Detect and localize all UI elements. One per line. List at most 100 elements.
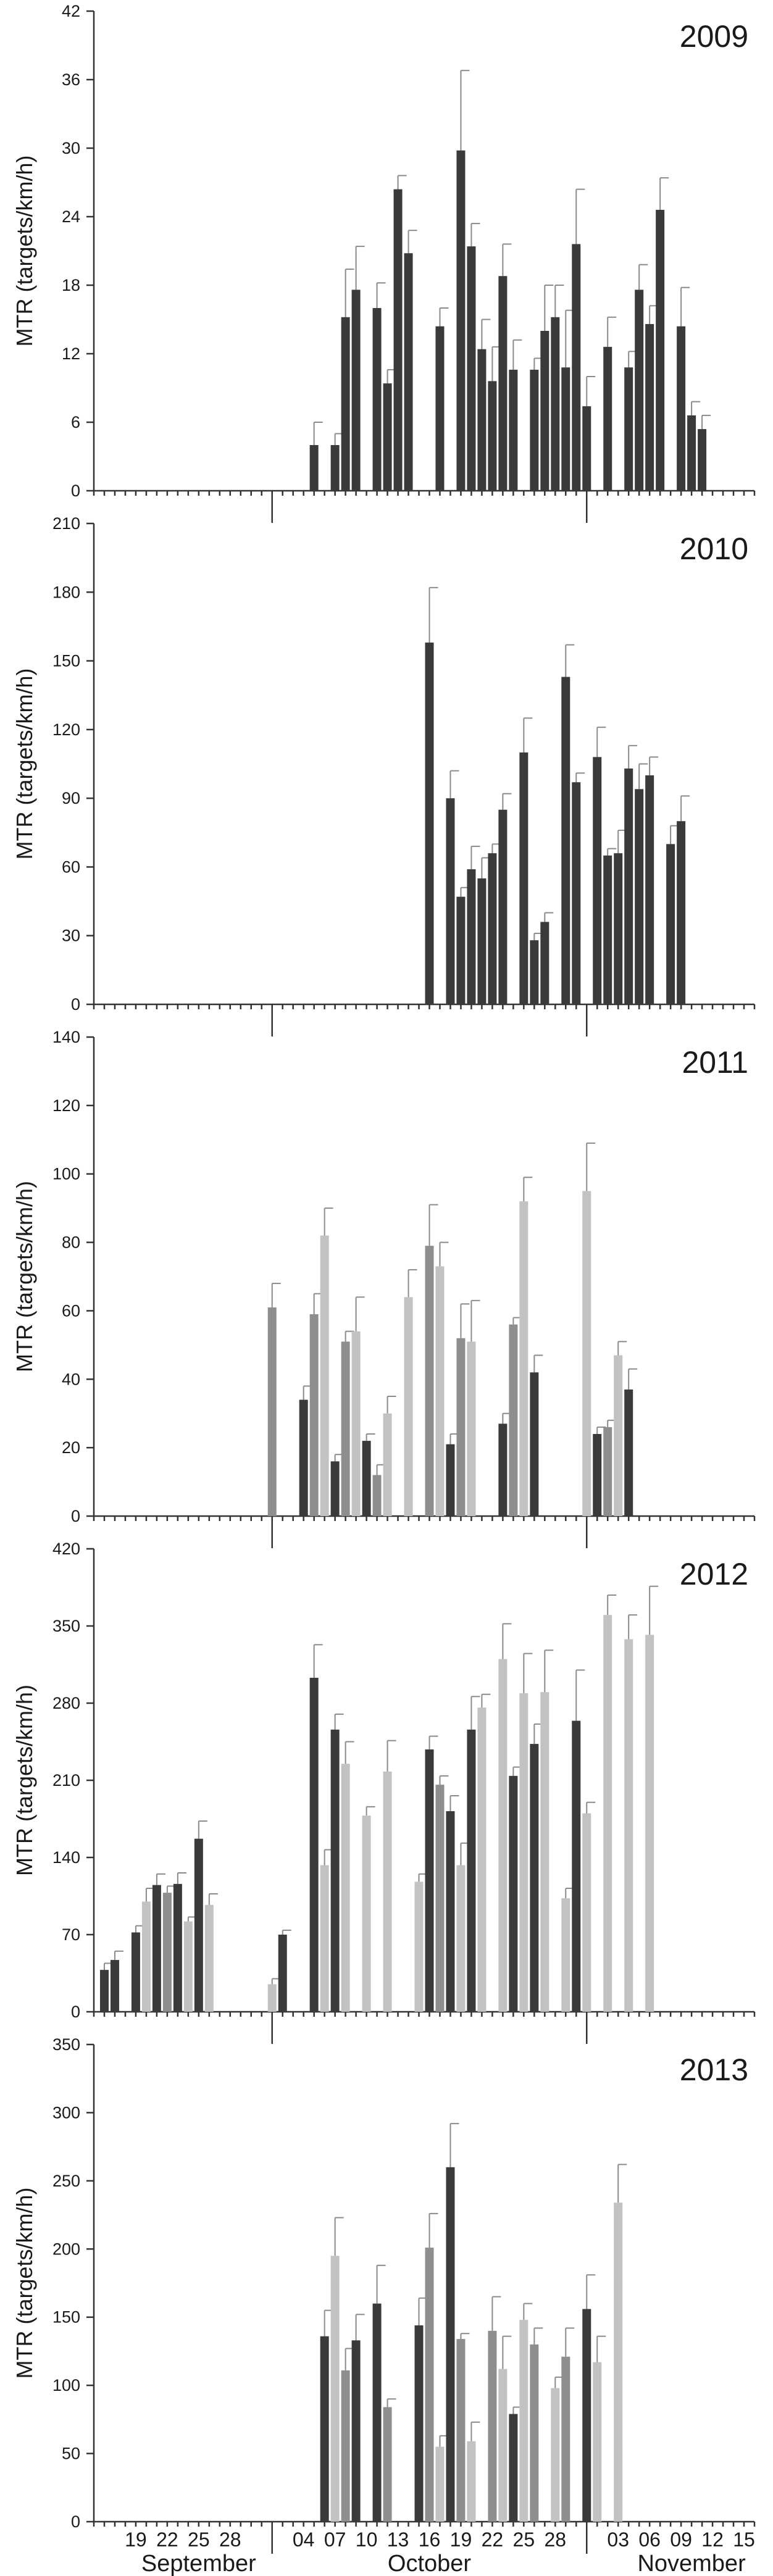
y-tick-label: 20 (62, 1438, 80, 1457)
y-tick-label: 350 (52, 2035, 80, 2054)
y-tick-label: 140 (52, 1848, 80, 1867)
y-tick-label: 140 (52, 1028, 80, 1046)
bar (624, 367, 633, 491)
y-tick-label: 180 (52, 583, 80, 601)
bar (540, 922, 549, 1004)
bar (446, 798, 455, 1004)
bar (404, 1297, 413, 1516)
bar (110, 1960, 119, 2012)
y-axis-title: MTR (targets/km/h) (12, 2187, 37, 2378)
year-label: 2012 (680, 1557, 748, 1591)
bar (645, 323, 654, 491)
x-tick-label: 19 (450, 2528, 472, 2551)
y-axis-title: MTR (targets/km/h) (12, 1685, 37, 1876)
bar (603, 346, 612, 491)
bar (498, 276, 508, 491)
bar (152, 1885, 161, 2012)
bar (309, 1677, 319, 2012)
bar (131, 1932, 140, 2012)
x-tick-label: 07 (324, 2528, 346, 2551)
bar (488, 853, 497, 1004)
y-tick-label: 210 (52, 514, 80, 533)
bar (498, 1423, 508, 1516)
bar (593, 757, 602, 1004)
year-label: 2010 (680, 531, 748, 566)
bar (572, 782, 581, 1004)
y-tick-label: 0 (71, 481, 80, 500)
bar (456, 1338, 466, 1516)
y-tick-label: 420 (52, 1540, 80, 1558)
bar (204, 1904, 214, 2012)
bar (677, 821, 686, 1004)
bar (603, 855, 612, 1004)
bar (372, 308, 382, 491)
bar (530, 2344, 539, 2522)
x-tick-label: 22 (482, 2528, 504, 2551)
bar (467, 869, 476, 1004)
bar (666, 844, 675, 1004)
y-tick-label: 0 (71, 2512, 80, 2531)
bar (183, 1921, 193, 2012)
y-tick-label: 90 (62, 789, 80, 807)
bar (477, 878, 487, 1004)
bar (267, 1307, 277, 1516)
bar (372, 2303, 382, 2522)
bar (614, 1355, 623, 1516)
y-tick-label: 0 (71, 1507, 80, 1525)
bar (624, 1639, 633, 2012)
bar (509, 2414, 518, 2522)
bar (635, 789, 644, 1004)
bar (456, 150, 466, 491)
bar (530, 940, 539, 1004)
month-label: November (637, 2551, 746, 2576)
bar (509, 1324, 518, 1516)
bar (698, 429, 707, 491)
x-tick-label: 06 (638, 2528, 661, 2551)
y-tick-label: 300 (52, 2103, 80, 2122)
y-tick-label: 100 (52, 1165, 80, 1183)
bar (446, 2167, 455, 2522)
x-tick-label: 12 (701, 2528, 724, 2551)
bar (467, 2441, 476, 2522)
bar (173, 1883, 182, 2012)
x-tick-label: 28 (219, 2528, 241, 2551)
y-tick-label: 50 (62, 2445, 80, 2463)
y-axis-title: MTR (targets/km/h) (12, 1181, 37, 1372)
month-label: September (141, 2551, 256, 2576)
bar (320, 1235, 329, 1516)
bar (540, 1692, 549, 2012)
x-tick-label: 16 (419, 2528, 441, 2551)
bar (677, 326, 686, 491)
y-tick-label: 120 (52, 1096, 80, 1115)
y-axis-title: MTR (targets/km/h) (12, 668, 37, 859)
month-label: October (388, 2551, 472, 2576)
y-tick-label: 150 (52, 2308, 80, 2327)
x-tick-label: 25 (513, 2528, 535, 2551)
y-axis-title: MTR (targets/km/h) (12, 155, 37, 346)
bar (435, 326, 445, 491)
bar (351, 290, 361, 491)
bar (372, 1475, 382, 1516)
x-tick-label: 13 (387, 2528, 409, 2551)
bar (561, 367, 570, 491)
y-tick-label: 30 (62, 927, 80, 945)
y-tick-label: 120 (52, 720, 80, 739)
bar (572, 244, 581, 491)
x-tick-label: 09 (670, 2528, 692, 2551)
bar (435, 2446, 445, 2522)
bar (603, 1427, 612, 1516)
bar (414, 1882, 424, 2012)
bar (309, 445, 319, 491)
bar (530, 1372, 539, 1516)
y-tick-label: 150 (52, 652, 80, 670)
y-tick-label: 250 (52, 2172, 80, 2190)
y-tick-label: 100 (52, 2376, 80, 2395)
bar (320, 1865, 329, 2012)
bar (393, 189, 403, 491)
bar (614, 2203, 623, 2522)
y-tick-label: 200 (52, 2240, 80, 2258)
bar (635, 290, 644, 491)
bar (561, 2356, 570, 2522)
y-tick-label: 80 (62, 1233, 80, 1252)
bar (582, 1813, 591, 2012)
